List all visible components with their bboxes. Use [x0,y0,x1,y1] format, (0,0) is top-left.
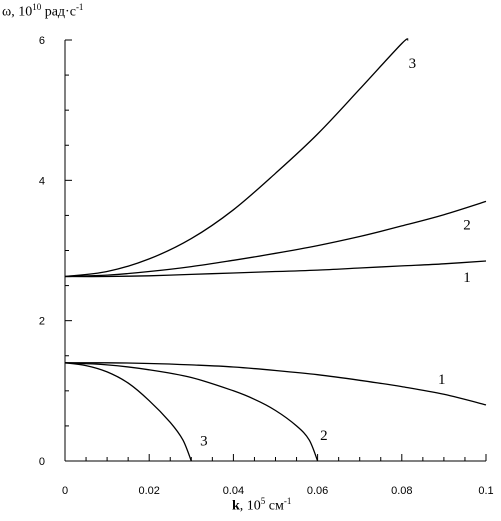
y-axis-symbol: ω, [2,4,15,20]
x-axis-label: k, 105 см-1 [232,496,291,515]
y-axis-unit-exponent: -1 [75,2,84,12]
x-axis-separator: , [239,498,244,514]
curve-label-1: 1 [463,270,471,286]
x-tick-label: 0.1 [478,485,493,497]
series-line-lower-1 [64,362,487,406]
y-axis-label: ω, 1010 рад·с-1 [2,2,83,21]
x-axis-unit-exponent: -1 [283,496,292,506]
series-line-upper-3 [64,38,409,278]
y-tick-label: 6 [39,35,45,47]
x-axis-exponent: 5 [260,496,266,506]
y-axis-base: 10 [18,4,33,20]
curve-labels: 3 2 1 1 2 3 [200,56,471,449]
series-line-lower-2 [64,362,319,462]
curve-label-2: 2 [320,428,328,444]
series-line-upper-2 [64,200,487,278]
series-line-upper-1 [64,260,487,278]
x-axis-symbol: k [232,498,240,514]
curve-label-3: 3 [200,434,208,450]
y-tick-label: 2 [39,316,45,328]
curve-label-3: 3 [409,56,417,72]
y-axis-exponent: 10 [32,2,42,12]
x-axis-unit: см [268,498,284,514]
x-axis-base: 10 [246,498,261,514]
x-tick-label: 0.08 [391,485,412,497]
x-tick-label: 0.06 [307,485,328,497]
curves [64,38,487,462]
y-tick-label: 0 [39,456,45,468]
axes: 0 2 4 6 0 0.02 0.04 0.06 0.08 0.1 [39,35,494,497]
curve-label-2: 2 [463,217,471,233]
x-tick-label: 0.02 [138,485,159,497]
curve-label-1: 1 [438,372,446,388]
x-tick-label: 0.04 [223,485,244,497]
x-tick-label: 0 [62,485,68,497]
y-axis-unit: рад·с [44,4,76,20]
y-tick-label: 4 [39,175,45,187]
series-line-lower-3 [64,362,192,462]
